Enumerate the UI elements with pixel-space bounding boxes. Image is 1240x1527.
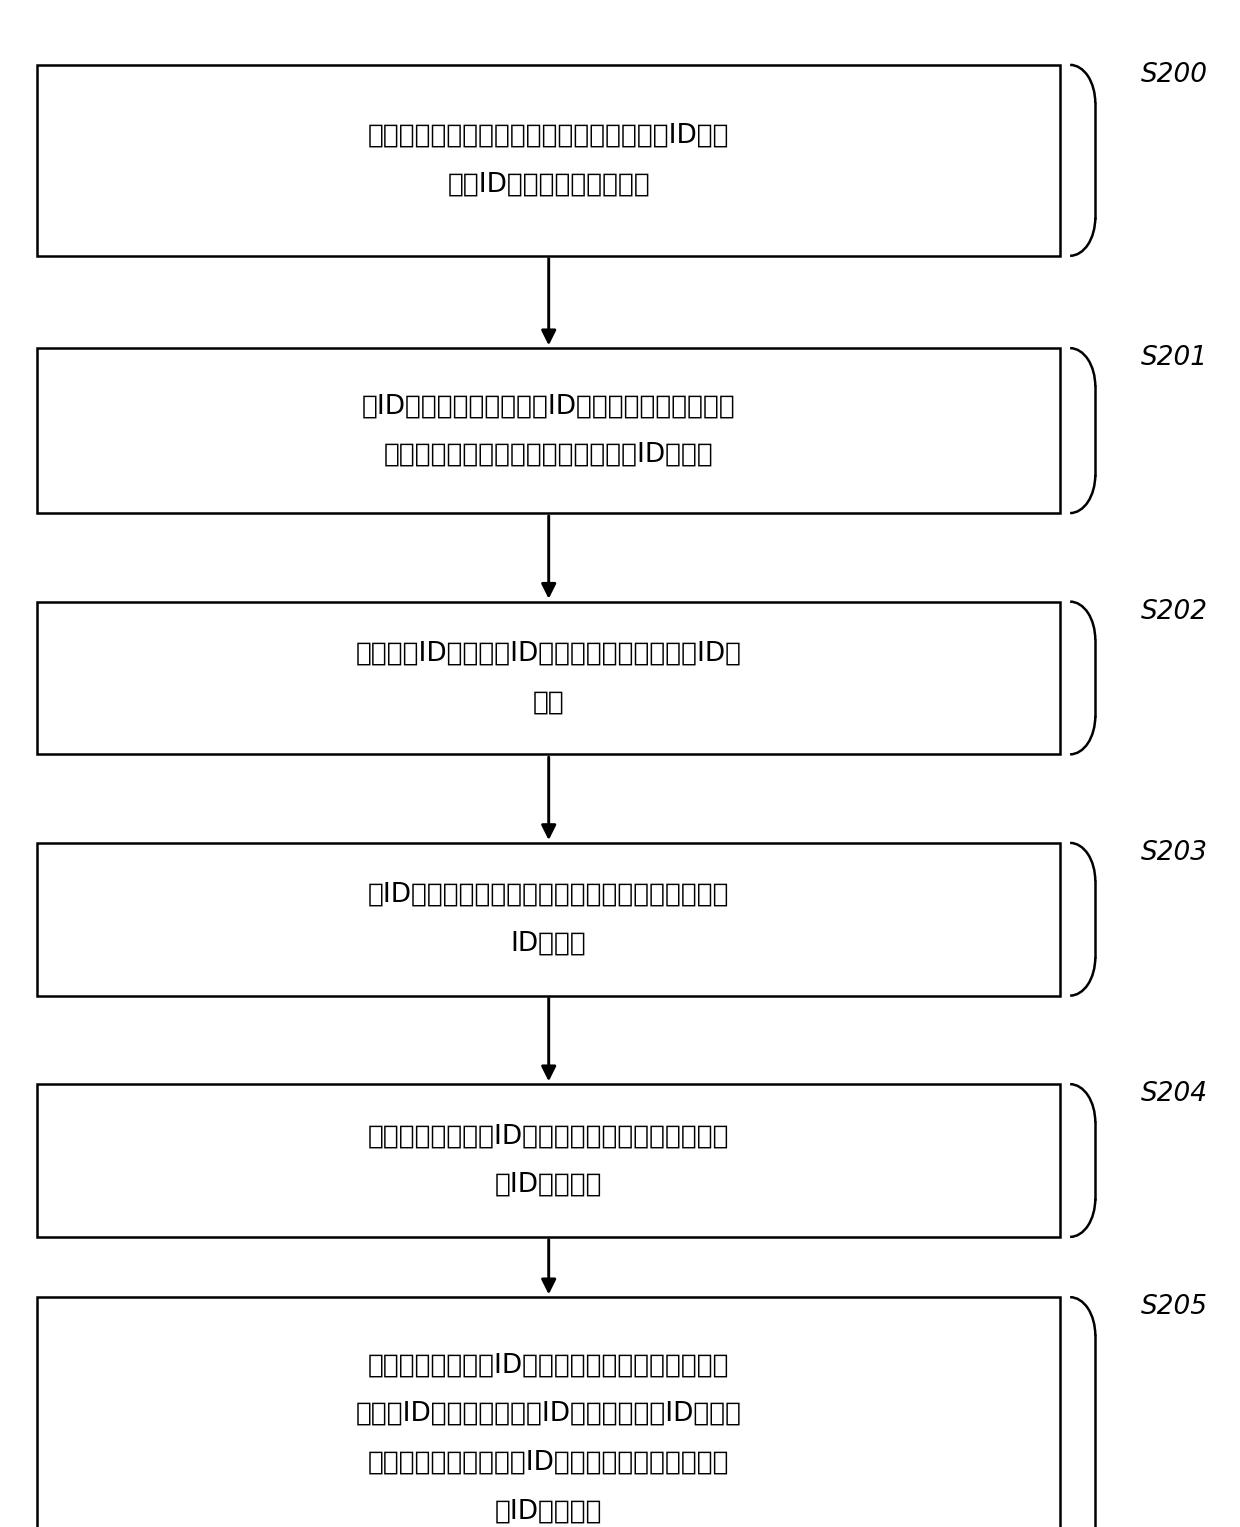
Text: S201: S201 bbox=[1141, 345, 1208, 371]
Bar bbox=[37, 64, 1060, 255]
Bar bbox=[37, 602, 1060, 754]
Text: 个ID数据子网: 个ID数据子网 bbox=[495, 1171, 603, 1199]
Text: S202: S202 bbox=[1141, 599, 1208, 625]
Bar bbox=[37, 1084, 1060, 1237]
Text: 行聚类和分割，得到该ID数据子网所对应的数个第: 行聚类和分割，得到该ID数据子网所对应的数个第 bbox=[368, 1449, 729, 1477]
Text: 据网: 据网 bbox=[533, 689, 564, 716]
Text: 对ID数据网进行剪枝预处理，得到剪枝预处理后的: 对ID数据网进行剪枝预处理，得到剪枝预处理后的 bbox=[368, 881, 729, 909]
Text: S200: S200 bbox=[1141, 61, 1208, 89]
Bar bbox=[37, 843, 1060, 996]
Text: S205: S205 bbox=[1141, 1295, 1208, 1321]
Text: 以及ID数据之间的关联关系: 以及ID数据之间的关联关系 bbox=[448, 171, 650, 199]
Text: 获取包含ID数据以及ID数据之间的关联关系的ID数: 获取包含ID数据以及ID数据之间的关联关系的ID数 bbox=[356, 640, 742, 667]
Text: 将ID数据作为节点，按照ID数据之间的关联关系，: 将ID数据作为节点，按照ID数据之间的关联关系， bbox=[362, 392, 735, 420]
Text: S204: S204 bbox=[1141, 1081, 1208, 1107]
Text: ID数据网: ID数据网 bbox=[511, 930, 587, 957]
Bar bbox=[37, 1296, 1060, 1527]
Bar bbox=[37, 348, 1060, 513]
Text: 对多个业务的日志数据进行数据分析，确定ID数据: 对多个业务的日志数据进行数据分析，确定ID数据 bbox=[368, 122, 729, 150]
Text: 三ID数据子网: 三ID数据子网 bbox=[495, 1498, 603, 1525]
Text: 确定节点之间的连接关系，构造得到ID数据网: 确定节点之间的连接关系，构造得到ID数据网 bbox=[384, 441, 713, 469]
Text: S203: S203 bbox=[1141, 840, 1208, 866]
Text: 对剪枝预处理后的ID数据网进行数据分析，得到数: 对剪枝预处理后的ID数据网进行数据分析，得到数 bbox=[368, 1122, 729, 1150]
Text: 阈值的ID数据子网，对该ID数据子网中的ID数据进: 阈值的ID数据子网，对该ID数据子网中的ID数据进 bbox=[356, 1400, 742, 1428]
Text: 针对任一所包含的ID数据的数量大于第一预设数量: 针对任一所包含的ID数据的数量大于第一预设数量 bbox=[368, 1351, 729, 1379]
